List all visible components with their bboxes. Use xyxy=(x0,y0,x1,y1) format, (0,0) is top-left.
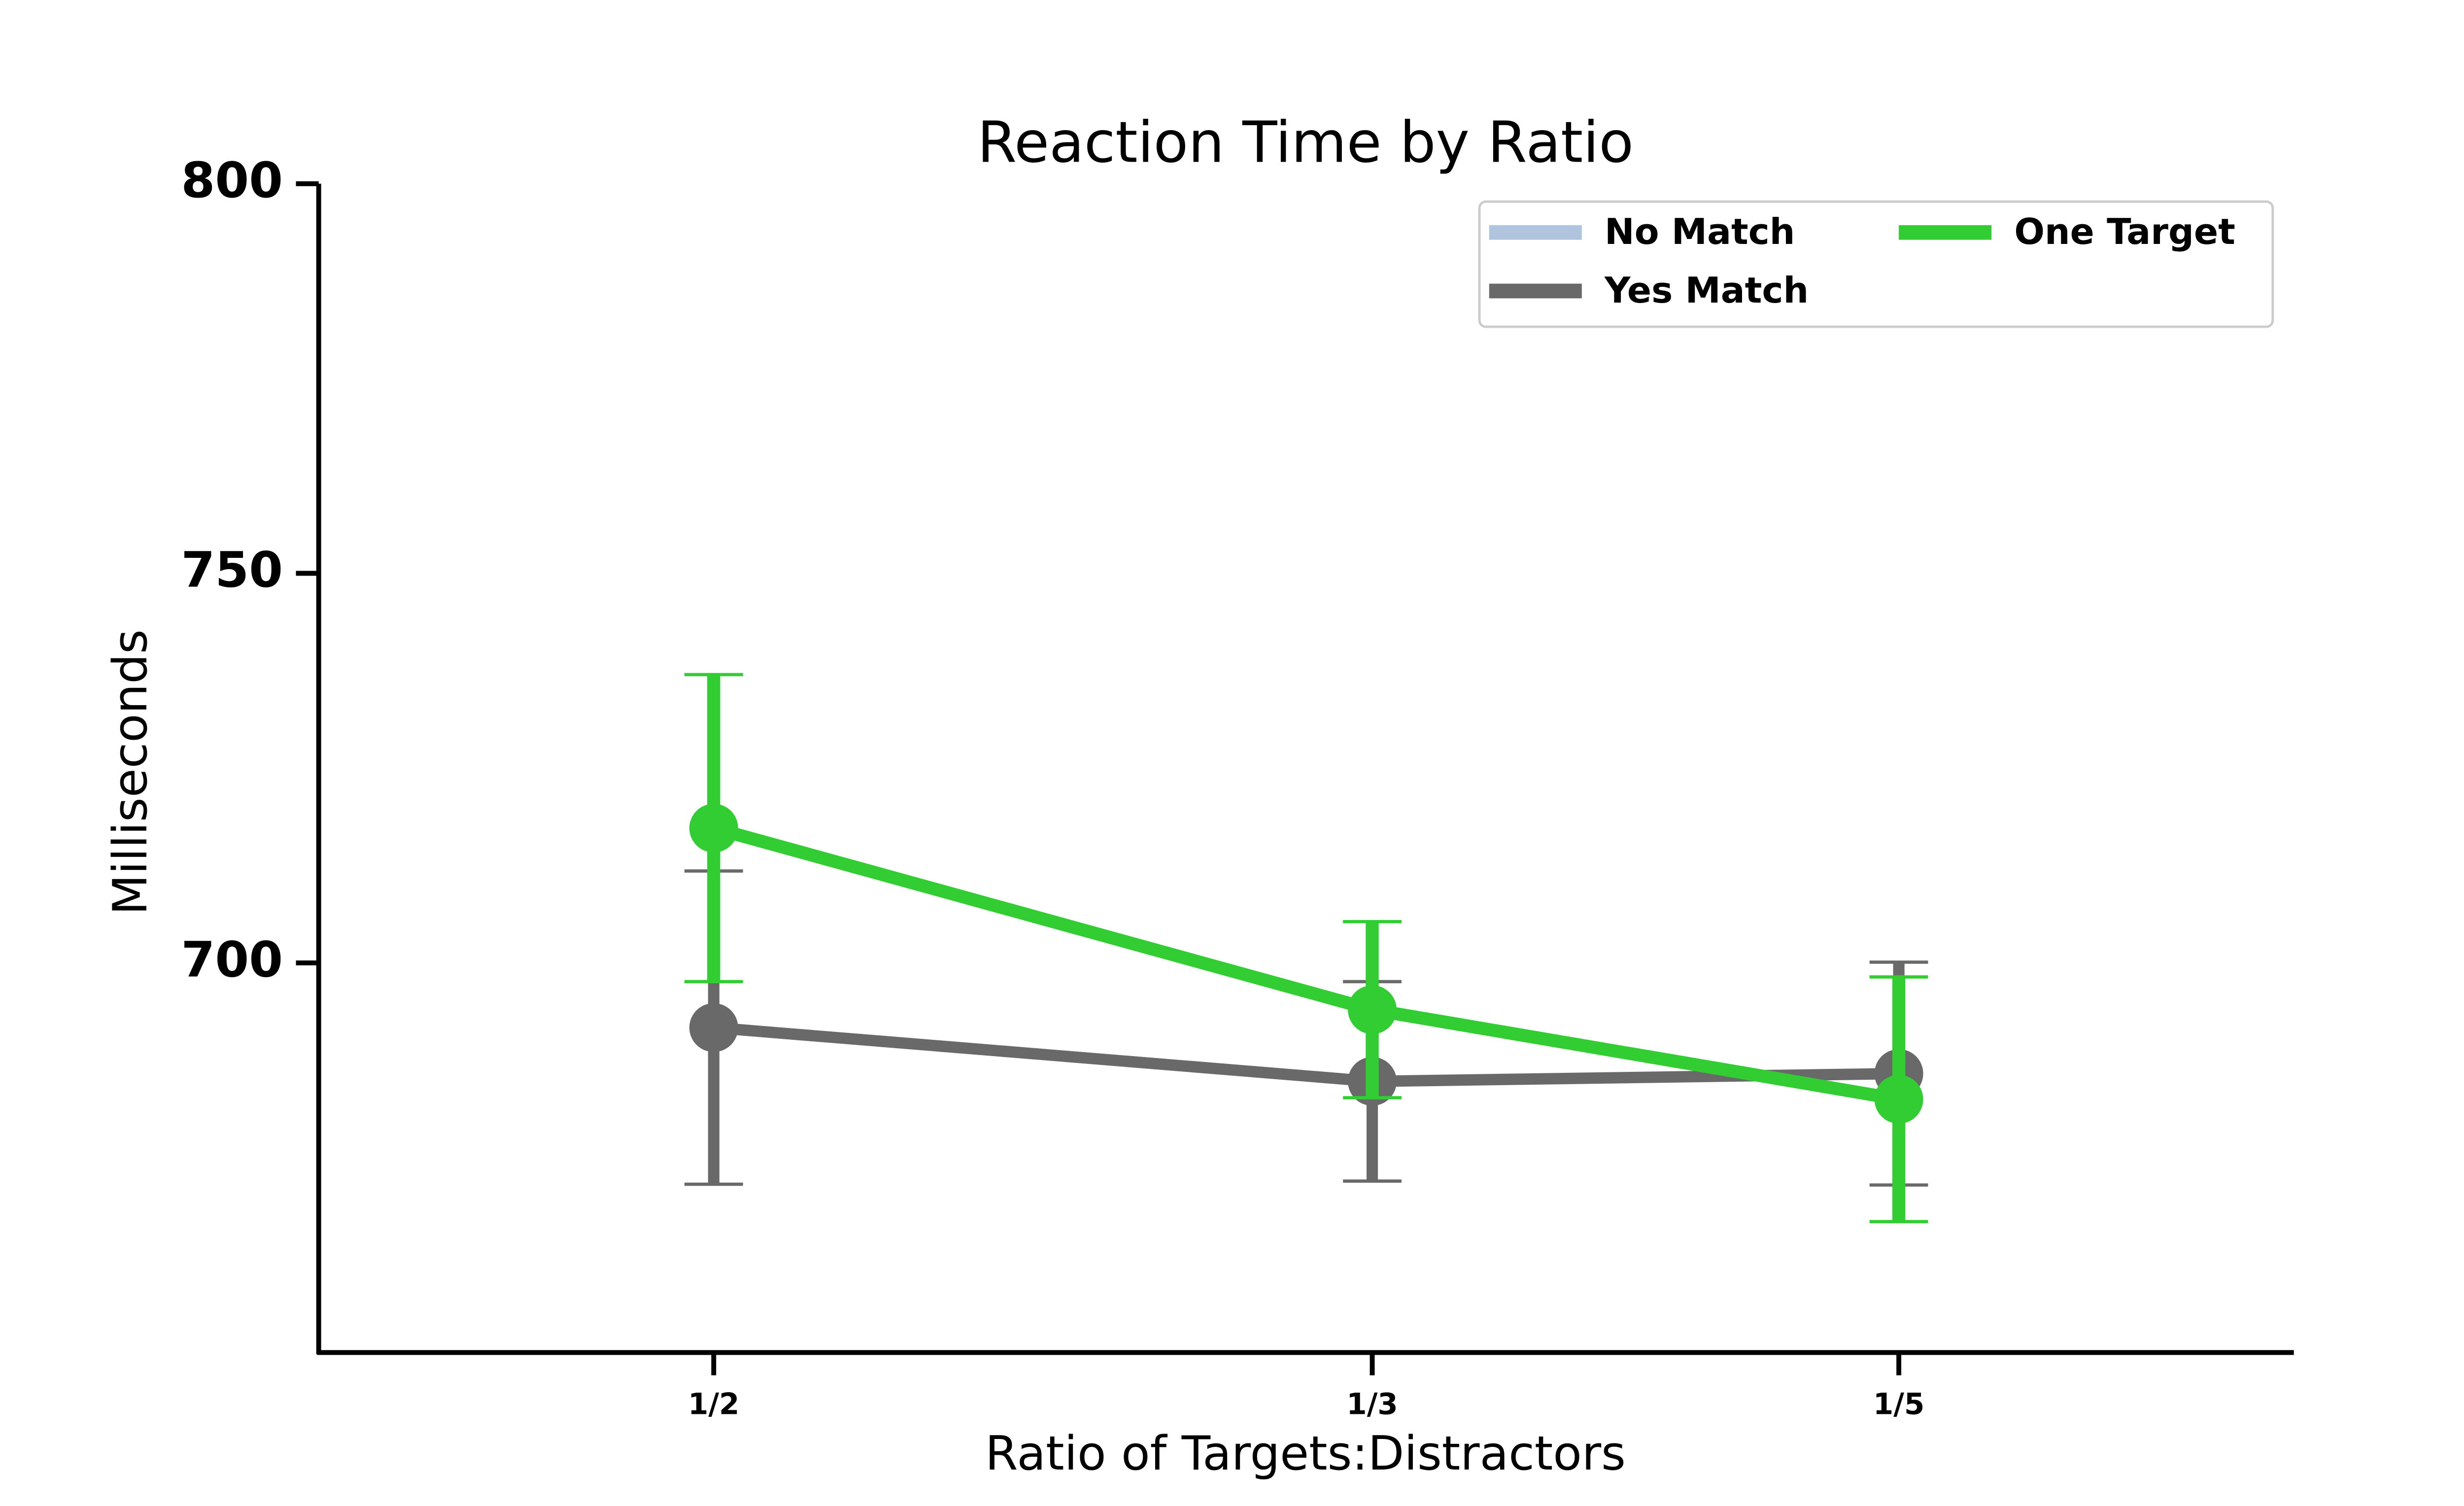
x-tick-label: 1/5 xyxy=(1873,1388,1924,1422)
series xyxy=(684,869,1928,1187)
x-axis-label: Ratio of Targets:Distractors xyxy=(985,1426,1626,1481)
y-tick-label: 700 xyxy=(181,931,283,988)
series-line xyxy=(712,821,1900,1106)
marker xyxy=(1348,985,1397,1034)
series xyxy=(684,673,1928,1224)
legend-box xyxy=(1478,200,2274,328)
legend: No Match Yes Match One Target xyxy=(1478,200,2274,328)
marker xyxy=(689,803,738,853)
legend-label: No Match xyxy=(1605,211,1795,253)
y-tick-label: 800 xyxy=(181,152,283,209)
y-axis-label: Milliseconds xyxy=(103,629,158,915)
marker xyxy=(1874,1075,1923,1124)
x-tick-label: 1/2 xyxy=(688,1388,739,1422)
marker xyxy=(689,1003,738,1052)
chart-title: Reaction Time by Ratio xyxy=(977,110,1634,176)
x-tick-label: 1/3 xyxy=(1346,1388,1398,1422)
legend-label: One Target xyxy=(2014,211,2235,253)
y-tick-label: 750 xyxy=(181,542,283,599)
legend-label: Yes Match xyxy=(1604,270,1809,311)
